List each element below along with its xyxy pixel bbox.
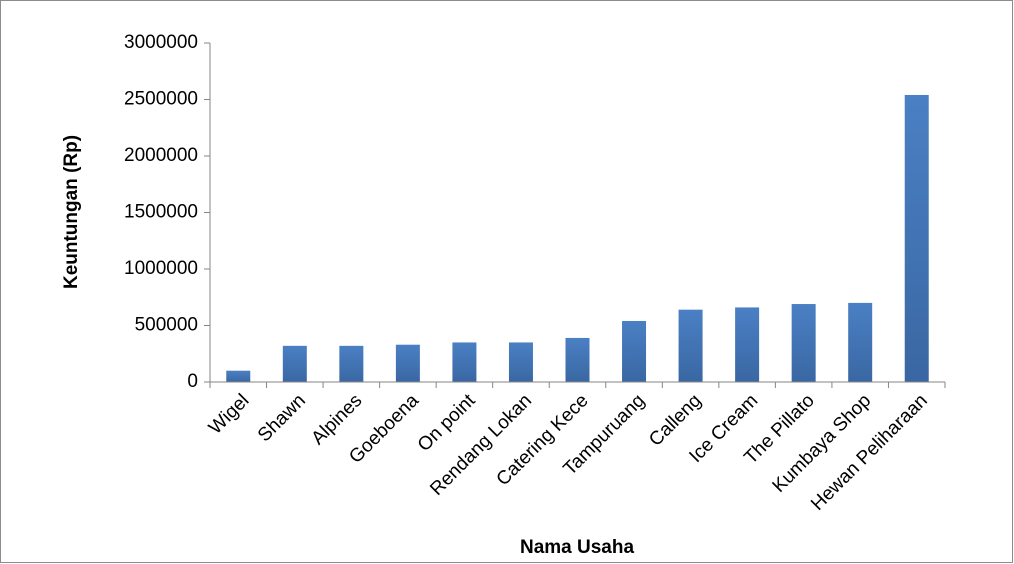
bar <box>848 302 873 382</box>
y-tick-label: 0 <box>187 371 198 392</box>
bar <box>791 304 816 382</box>
bar <box>678 309 703 382</box>
bar <box>226 370 251 382</box>
y-axis-title: Keuntungan (Rp) <box>61 135 82 289</box>
y-tick-label: 1500000 <box>124 202 198 223</box>
x-axis-title: Nama Usaha <box>520 537 634 558</box>
bar <box>452 342 477 382</box>
bar <box>282 345 307 382</box>
bar <box>904 94 929 382</box>
y-tick-label: 500000 <box>135 315 198 336</box>
bar <box>622 320 647 382</box>
y-tick-label: 2000000 <box>124 145 198 166</box>
bar <box>395 344 420 382</box>
y-tick-label: 1000000 <box>124 258 198 279</box>
bar <box>735 307 760 382</box>
bar <box>339 345 364 382</box>
y-tick-label: 2500000 <box>124 89 198 110</box>
bar <box>508 342 533 382</box>
y-tick-label: 3000000 <box>124 32 198 53</box>
bar <box>565 337 590 382</box>
